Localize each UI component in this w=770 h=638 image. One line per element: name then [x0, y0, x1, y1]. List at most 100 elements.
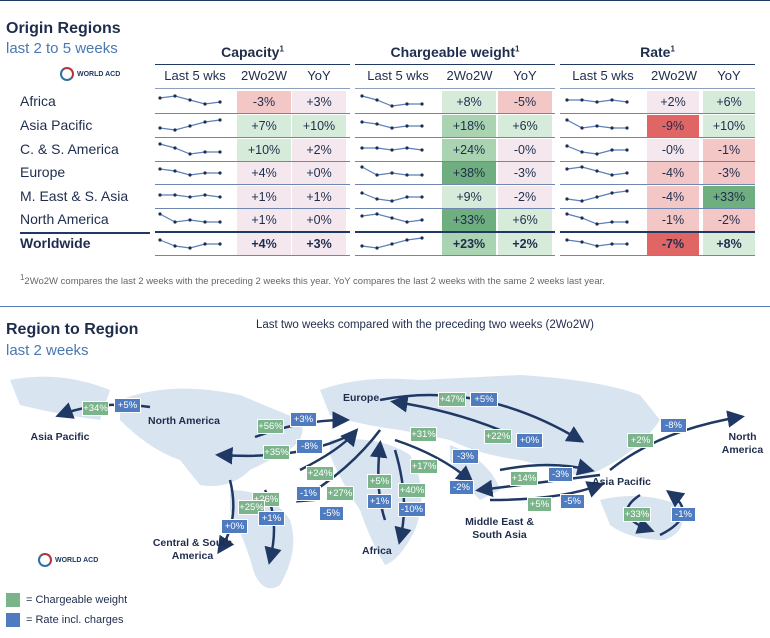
- weight-yoy-cell: -2%: [498, 186, 552, 208]
- sparkline-point: [595, 195, 599, 199]
- row-separator: [560, 255, 755, 256]
- row-separator: [355, 137, 555, 138]
- sparkline-point: [375, 212, 379, 216]
- sparkline-point: [405, 238, 409, 242]
- map-tag-rate: -1%: [296, 486, 321, 501]
- sparkline-point: [580, 150, 584, 154]
- map-tag-chargeable-weight: +17%: [410, 459, 438, 474]
- sparkline-point: [375, 173, 379, 177]
- sparkline-point: [580, 199, 584, 203]
- sparkline-point: [158, 238, 162, 242]
- weight-yoy-cell: +6%: [498, 115, 552, 137]
- row-separator: [560, 208, 755, 209]
- sparkline-point: [188, 152, 192, 156]
- map-tag-rate: +3%: [290, 412, 317, 427]
- sparkline-point: [580, 165, 584, 169]
- rate-2wo2w-cell: -4%: [647, 162, 699, 184]
- row-separator: [560, 231, 755, 233]
- sparkline-point: [203, 242, 207, 246]
- sparkline-point: [158, 142, 162, 146]
- column-header-yoy: YoY: [307, 68, 331, 83]
- map-tag-chargeable-weight: +27%: [326, 486, 354, 501]
- rate-yoy-cell: -2%: [703, 209, 755, 231]
- sparkline: [360, 94, 424, 108]
- legend-rate: = Rate incl. charges: [6, 613, 124, 627]
- map-tag-chargeable-weight: +22%: [484, 429, 512, 444]
- group-underline: [155, 64, 350, 65]
- header-rule: [155, 88, 350, 89]
- sparkline-point: [360, 120, 364, 124]
- map-tag-rate: +1%: [367, 494, 392, 509]
- sparkline-point: [203, 193, 207, 197]
- sparkline-point: [390, 216, 394, 220]
- sparkline: [360, 191, 424, 203]
- sparkline-point: [390, 171, 394, 175]
- map-label-middle-east-south-asia: Middle East & South Asia: [465, 516, 534, 541]
- sparkline-point: [173, 244, 177, 248]
- sparkline-point: [595, 222, 599, 226]
- sparkline-point: [420, 173, 424, 177]
- row-separator: [560, 184, 755, 185]
- sparkline-point: [625, 220, 629, 224]
- flow-arrow: [475, 473, 601, 498]
- rate-yoy-cell: -1%: [703, 139, 755, 161]
- sparkline-point: [390, 104, 394, 108]
- sparkline-point: [565, 118, 569, 122]
- sparkline-point: [360, 244, 364, 248]
- map-tag-chargeable-weight: +2%: [627, 433, 654, 448]
- sparkline-point: [610, 220, 614, 224]
- sparkline: [360, 212, 424, 224]
- flow-arrow: [215, 433, 351, 465]
- section-divider: [0, 306, 770, 307]
- map-label-central-south-america: Central & South America: [152, 537, 233, 562]
- rate-2wo2w-cell: -9%: [647, 115, 699, 137]
- sparkline-point: [610, 242, 614, 246]
- logo-text: WORLD ACD: [55, 556, 99, 564]
- map-tag-rate: -8%: [296, 439, 323, 454]
- map-tag-rate: -8%: [660, 418, 687, 433]
- sparkline-point: [420, 148, 424, 152]
- capacity-2wo2w-cell: -3%: [237, 91, 291, 113]
- weight-2wo2w-cell: +8%: [442, 91, 496, 113]
- rate-yoy-cell: +8%: [703, 233, 755, 255]
- weight-2wo2w-cell: +9%: [442, 186, 496, 208]
- sparkline: [360, 146, 424, 152]
- capacity-yoy-cell: +1%: [292, 186, 346, 208]
- sparkline-point: [625, 100, 629, 104]
- map-tag-rate: -3%: [548, 467, 573, 482]
- column-header-2wo2w: 2Wo2W: [241, 68, 287, 83]
- capacity-2wo2w-cell: +1%: [237, 186, 291, 208]
- sparkline-point: [158, 126, 162, 130]
- sparkline-point: [420, 218, 424, 222]
- sparkline-point: [203, 220, 207, 224]
- weight-yoy-cell: -5%: [498, 91, 552, 113]
- sparkline-point: [610, 98, 614, 102]
- sparkline-point: [158, 167, 162, 171]
- map-tag-rate: +5%: [114, 398, 141, 413]
- sparkline-point: [565, 144, 569, 148]
- sparkline-point: [405, 195, 409, 199]
- flow-arrow: [499, 458, 595, 476]
- sparkline: [158, 212, 222, 224]
- world-acd-logo: WORLD ACD: [60, 67, 120, 81]
- row-separator: [355, 255, 555, 256]
- sparkline: [360, 120, 424, 130]
- sparkline-point: [188, 246, 192, 250]
- map-tag-rate: +0%: [516, 433, 543, 448]
- sparkline: [565, 238, 629, 248]
- row-separator: [355, 231, 555, 233]
- rate-2wo2w-cell: -0%: [647, 139, 699, 161]
- row-separator: [155, 184, 350, 185]
- row-separator: [355, 208, 555, 209]
- capacity-2wo2w-cell: +10%: [237, 139, 291, 161]
- sparkline: [360, 165, 424, 177]
- sparkline-point: [360, 191, 364, 195]
- sparkline-point: [405, 102, 409, 106]
- sparkline-point: [218, 220, 222, 224]
- legend-swatch-green: [6, 593, 20, 607]
- legend-swatch-blue: [6, 613, 20, 627]
- flow-arrow: [217, 479, 235, 555]
- top-rule: [0, 0, 770, 1]
- capacity-2wo2w-cell: +4%: [237, 162, 291, 184]
- weight-2wo2w-cell: +38%: [442, 162, 496, 184]
